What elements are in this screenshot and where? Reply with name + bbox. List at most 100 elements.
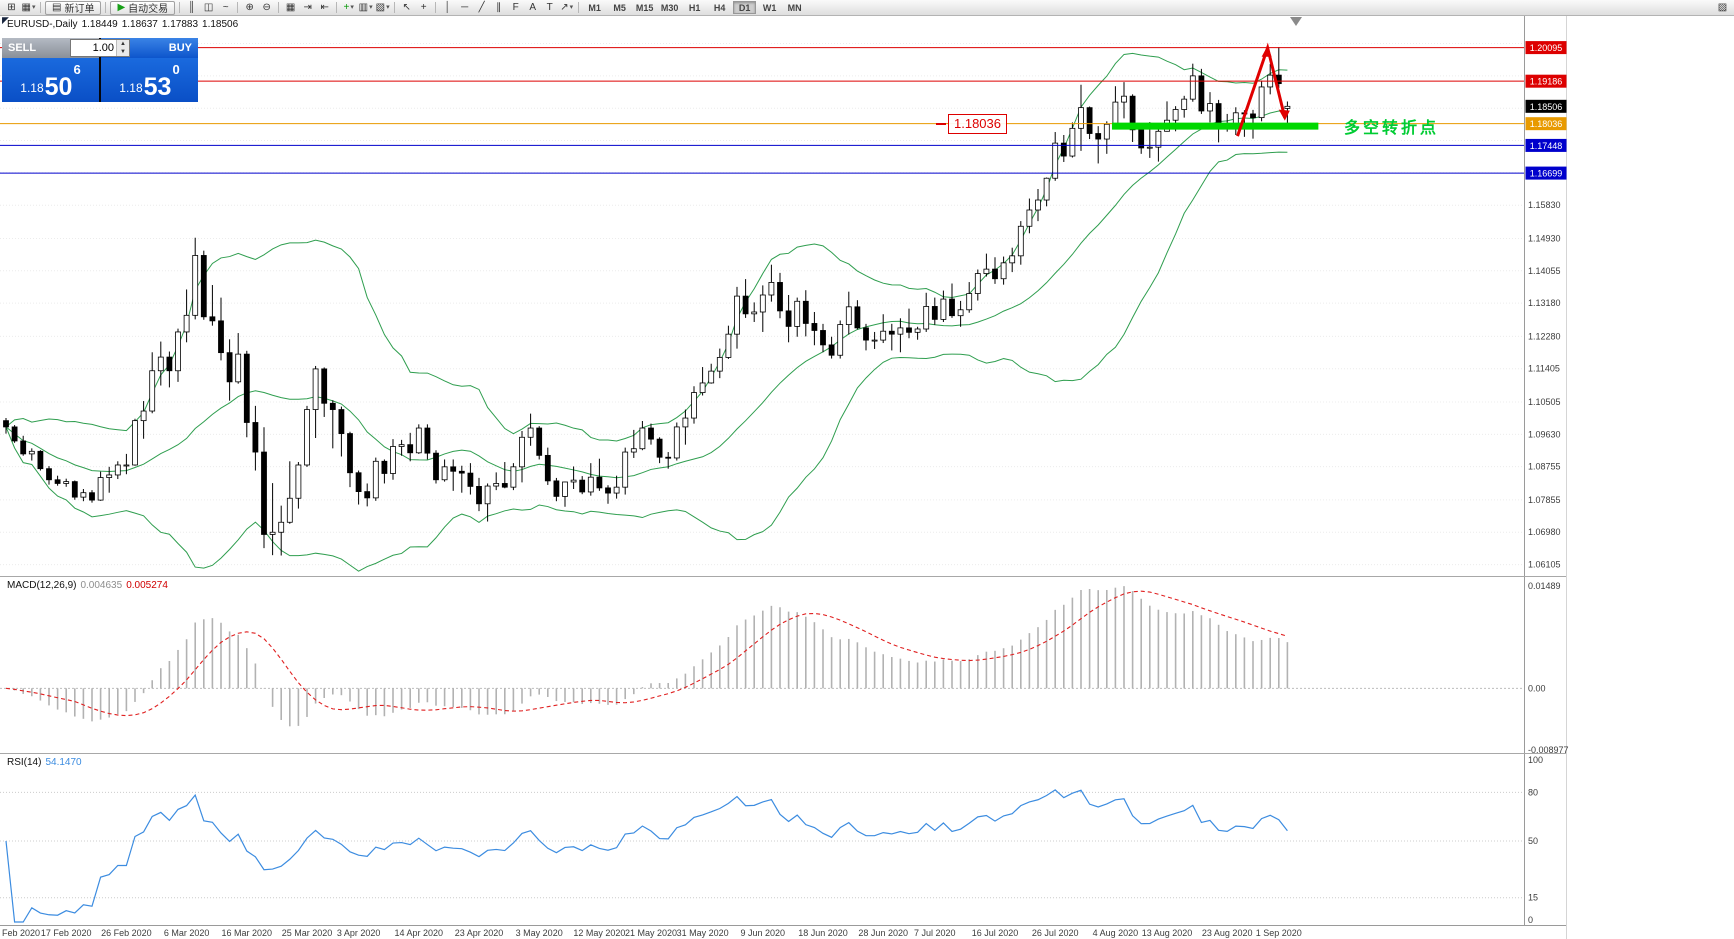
fibonacci-icon[interactable]: F — [512, 1, 519, 13]
toolbar-separator — [105, 2, 107, 13]
toolbar: ⊞ ▦ ▾ ▤ 新订单 ▶ 自动交易 ║ ◫ ~ ⊕ ⊖ ▦ ⇥ ⇤ + ▾ ▥ ▾ ▧ ▾ ↖ + │ ─ ╱ ∥ F A T ↗ ▾ M1 M… — [0, 0, 1734, 16]
vertical-line-icon[interactable]: │ — [444, 1, 451, 13]
toolbar-separator — [394, 2, 396, 13]
chart-title: EURUSD-,Daily 1.18449 1.18637 1.17883 1.1850… — [7, 19, 242, 30]
indicators-icon[interactable]: + ▾ — [343, 1, 354, 13]
svg-text:0.01489: 0.01489 — [1528, 581, 1561, 591]
svg-text:0.00: 0.00 — [1528, 683, 1546, 693]
channel-icon[interactable]: ∥ — [496, 1, 502, 13]
text-icon[interactable]: A — [529, 1, 536, 13]
volume-down-icon[interactable]: ▼ — [117, 48, 129, 56]
chart-profiles-icon[interactable]: ▦ ▾ — [21, 1, 36, 13]
svg-text:3 May 2020: 3 May 2020 — [516, 928, 563, 938]
svg-text:1.19186: 1.19186 — [1530, 77, 1563, 87]
toolbar-separator — [336, 2, 338, 13]
auto-scroll-icon[interactable]: ⇥ — [303, 1, 312, 13]
auto-trading-button[interactable]: ▶ 自动交易 — [110, 0, 176, 15]
volume-input[interactable] — [71, 40, 116, 56]
chart-annotations — [1111, 17, 1319, 137]
window-arrange-icon[interactable]: ▨ — [1717, 1, 1728, 13]
svg-text:1.06980: 1.06980 — [1528, 527, 1561, 537]
svg-text:1.12280: 1.12280 — [1528, 331, 1561, 341]
periods-menu-icon[interactable]: ▥ ▾ — [358, 1, 373, 13]
label-icon[interactable]: T — [546, 1, 553, 13]
crosshair-icon[interactable]: + — [420, 1, 427, 13]
axis-frame — [0, 16, 1567, 939]
svg-text:1.13180: 1.13180 — [1528, 298, 1561, 308]
timeframe-m5[interactable]: M5 — [613, 2, 626, 13]
sell-price: 1.18 50 6 — [2, 58, 99, 102]
volume-up-icon[interactable]: ▲ — [117, 40, 129, 48]
one-click-collapse-icon[interactable]: ◤ — [2, 15, 9, 25]
low-value: 1.17883 — [161, 19, 199, 30]
zoom-in-icon[interactable]: ⊕ — [245, 1, 254, 13]
tile-windows-icon[interactable]: ▦ — [285, 1, 296, 13]
chevron-down-icon: ▾ — [350, 4, 354, 11]
svg-text:21 May 2020: 21 May 2020 — [625, 928, 677, 938]
arrows-icon[interactable]: ↗ ▾ — [560, 1, 574, 13]
symbol-period-label: EURUSD-,Daily — [7, 19, 78, 30]
svg-text:26 Jul 2020: 26 Jul 2020 — [1032, 928, 1079, 938]
svg-text:15: 15 — [1528, 893, 1538, 903]
svg-text:1.08755: 1.08755 — [1528, 462, 1561, 472]
svg-text:1.18036: 1.18036 — [1530, 119, 1563, 129]
svg-text:14 Apr 2020: 14 Apr 2020 — [395, 928, 444, 938]
timeframe-mn[interactable]: MN — [787, 2, 802, 13]
timeframe-w1[interactable]: W1 — [762, 2, 777, 13]
open-value: 1.18449 — [81, 19, 118, 30]
svg-text:1 Sep 2020: 1 Sep 2020 — [1256, 928, 1302, 938]
sell-price-base: 1.18 — [20, 81, 44, 95]
horizontal-line-icon[interactable]: ─ — [461, 1, 469, 13]
candlestick-chart-icon[interactable]: ◫ — [203, 1, 214, 13]
timeframe-m30[interactable]: M30 — [660, 2, 679, 13]
price-level-annotation: 1.18036 — [936, 114, 1007, 134]
svg-text:1.15830: 1.15830 — [1528, 200, 1561, 210]
svg-text:16 Jul 2020: 16 Jul 2020 — [972, 928, 1019, 938]
bar-chart-icon[interactable]: ║ — [188, 1, 196, 13]
rsi-panel[interactable] — [0, 789, 1524, 923]
svg-text:23 Aug 2020: 23 Aug 2020 — [1202, 928, 1253, 938]
timeframe-h1[interactable]: H1 — [688, 2, 701, 13]
timeframe-m1[interactable]: M1 — [588, 2, 601, 13]
macd-signal-value: 0.005274 — [126, 580, 168, 591]
zoom-out-icon[interactable]: ⊖ — [262, 1, 271, 13]
svg-text:9 Jun 2020: 9 Jun 2020 — [741, 928, 786, 938]
buy-price: 1.18 53 0 — [101, 58, 198, 102]
play-icon: ▶ — [117, 2, 126, 13]
timeframe-m15[interactable]: M15 — [635, 2, 654, 13]
macd-panel[interactable] — [0, 586, 1524, 727]
time-axis[interactable]: Feb 2020 17 Feb 2020 26 Feb 2020 6 Mar 2020… — [2, 928, 1302, 938]
auto-trading-button-label: 自动交易 — [128, 4, 169, 15]
macd-name: MACD(12,26,9) — [7, 580, 77, 591]
cursor-icon[interactable]: ↖ — [402, 1, 411, 13]
buy-price-pip: 0 — [172, 62, 180, 77]
svg-text:31 May 2020: 31 May 2020 — [677, 928, 729, 938]
macd-main-value: 0.004635 — [80, 580, 123, 591]
close-value: 1.18506 — [202, 19, 239, 30]
turning-point-annotation: 多空转折点 — [1344, 120, 1440, 137]
new-chart-icon[interactable]: ⊞ — [7, 1, 16, 13]
svg-text:1.09630: 1.09630 — [1528, 429, 1561, 439]
timeframe-h4[interactable]: H4 — [713, 2, 726, 13]
candlesticks[interactable] — [3, 47, 1291, 556]
svg-text:26 Feb 2020: 26 Feb 2020 — [101, 928, 152, 938]
line-chart-icon[interactable]: ~ — [222, 1, 229, 13]
price-scale[interactable]: 1.20095 1.19186 1.18506 1.18036 1.17448 1.166… — [1525, 41, 1569, 925]
templates-icon[interactable]: ▧ ▾ — [375, 1, 390, 13]
svg-text:28 Jun 2020: 28 Jun 2020 — [858, 928, 908, 938]
high-value: 1.18637 — [121, 19, 158, 30]
timeframe-d1[interactable]: D1 — [733, 1, 757, 14]
new-order-button[interactable]: ▤ 新订单 — [45, 0, 102, 15]
buy-price-base: 1.18 — [119, 81, 143, 95]
svg-text:1.16699: 1.16699 — [1530, 169, 1563, 179]
toolbar-separator — [578, 2, 580, 13]
trendline-icon[interactable]: ╱ — [478, 1, 485, 13]
svg-text:1.06105: 1.06105 — [1528, 560, 1561, 570]
chevron-down-icon: ▾ — [386, 4, 390, 11]
volume-stepper: ▲ ▼ — [70, 39, 130, 57]
svg-text:13 Aug 2020: 13 Aug 2020 — [1142, 928, 1193, 938]
horizontal-lines[interactable] — [0, 47, 1524, 174]
chart-shift-icon[interactable]: ⇤ — [320, 1, 329, 13]
